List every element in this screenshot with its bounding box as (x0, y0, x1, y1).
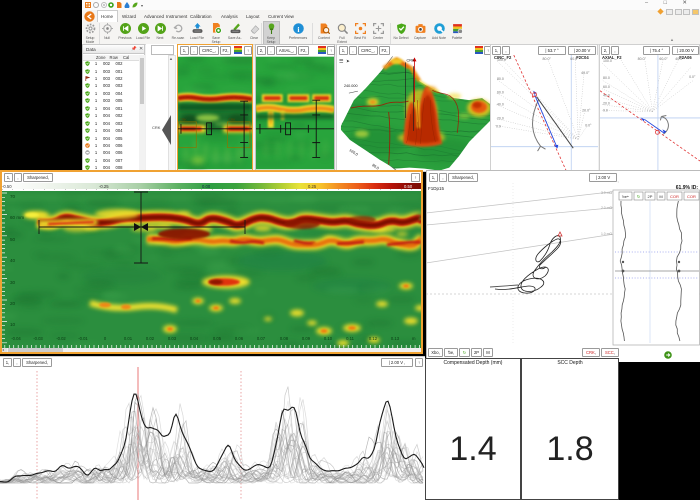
svg-text:1.0 mΩ: 1.0 mΩ (601, 232, 612, 236)
svg-text:AXIAL_F2: AXIAL_F2 (601, 55, 621, 60)
svg-text:40.0°: 40.0° (581, 71, 590, 75)
svg-text:M: M (659, 194, 662, 199)
svg-text:0.03: 0.03 (168, 336, 177, 341)
svg-text:0: 0 (104, 336, 107, 341)
svg-text:COR: COR (670, 194, 679, 199)
svg-text:F2C04: F2C04 (576, 55, 589, 60)
svg-text:40.0: 40.0 (496, 103, 503, 107)
svg-text:40.0: 40.0 (602, 94, 609, 98)
svg-text:0.11: 0.11 (346, 336, 355, 341)
svg-text:60.0: 60.0 (496, 91, 503, 95)
svg-text:0.09: 0.09 (302, 336, 311, 341)
svg-text:70: 70 (10, 194, 16, 199)
svg-text:40.0°: 40.0° (675, 57, 684, 61)
svg-text:0.13: 0.13 (391, 336, 400, 341)
svg-text:40: 40 (10, 258, 16, 263)
svg-text:80.0: 80.0 (602, 76, 609, 80)
svg-text:2P: 2P (648, 194, 653, 199)
svg-text:0.08: 0.08 (280, 336, 289, 341)
svg-text:0.0: 0.0 (602, 109, 607, 113)
svg-text:CRK: CRK (228, 118, 236, 122)
svg-text:0.01: 0.01 (124, 336, 133, 341)
svg-text:60.0°: 60.0° (570, 57, 579, 61)
svg-text:10: 10 (10, 322, 16, 327)
svg-text:100.0: 100.0 (602, 59, 611, 63)
svg-text:☰: ☰ (339, 58, 344, 64)
svg-text:61.9% ID:: 61.9% ID: (676, 185, 699, 191)
svg-text:20: 20 (10, 301, 16, 306)
svg-text:-0.01: -0.01 (78, 336, 88, 341)
svg-text:0.04: 0.04 (190, 336, 199, 341)
svg-text:60 mm: 60 mm (10, 215, 24, 220)
svg-text:20.0: 20.0 (496, 116, 503, 120)
svg-text:2.0 mΩ: 2.0 mΩ (601, 206, 612, 210)
svg-text:20.0°: 20.0° (582, 109, 591, 113)
svg-text:0.0°: 0.0° (689, 75, 696, 79)
svg-text:0.05: 0.05 (213, 336, 222, 341)
svg-text:m: m (412, 336, 416, 341)
svg-text:20.0: 20.0 (602, 102, 609, 106)
svg-text:↻: ↻ (637, 194, 640, 199)
svg-text:80.0°: 80.0° (542, 57, 551, 61)
svg-text:F1Dp15: F1Dp15 (428, 186, 445, 191)
svg-text:50: 50 (10, 237, 16, 242)
svg-text:'be‣: 'be‣ (622, 194, 630, 199)
svg-text:-0.04: -0.04 (11, 336, 21, 341)
svg-text:60.0°: 60.0° (659, 57, 668, 61)
svg-text:➤: ➤ (346, 58, 350, 63)
svg-text:0.10: 0.10 (324, 336, 333, 341)
svg-text:0.0°: 0.0° (585, 123, 592, 127)
svg-text:CIRC_F2: CIRC_F2 (493, 55, 511, 60)
svg-text:CRK: CRK (179, 118, 187, 122)
svg-text:0.06: 0.06 (235, 336, 244, 341)
svg-text:80.0: 80.0 (496, 77, 503, 81)
svg-text:240.000: 240.000 (344, 84, 358, 88)
svg-text:160.0: 160.0 (348, 148, 358, 156)
svg-text:CRK: CRK (407, 58, 415, 62)
svg-text:80.0: 80.0 (371, 163, 379, 170)
svg-text:80.0°: 80.0° (637, 57, 646, 61)
svg-text:-0.03: -0.03 (33, 336, 43, 341)
svg-text:0.0: 0.0 (495, 124, 500, 128)
svg-text:F2A06: F2A06 (679, 55, 692, 60)
svg-text:-0.02: -0.02 (56, 336, 66, 341)
svg-text:0.02: 0.02 (146, 336, 155, 341)
svg-text:100.0: 100.0 (496, 58, 505, 62)
svg-text:30: 30 (10, 280, 16, 285)
svg-text:60.0: 60.0 (602, 85, 609, 89)
svg-text:COR: COR (687, 194, 696, 199)
svg-text:i: i (297, 25, 300, 34)
svg-text:0.07: 0.07 (257, 336, 266, 341)
svg-text:3.0 mΩ: 3.0 mΩ (601, 191, 612, 195)
svg-text:0.12: 0.12 (369, 336, 378, 341)
